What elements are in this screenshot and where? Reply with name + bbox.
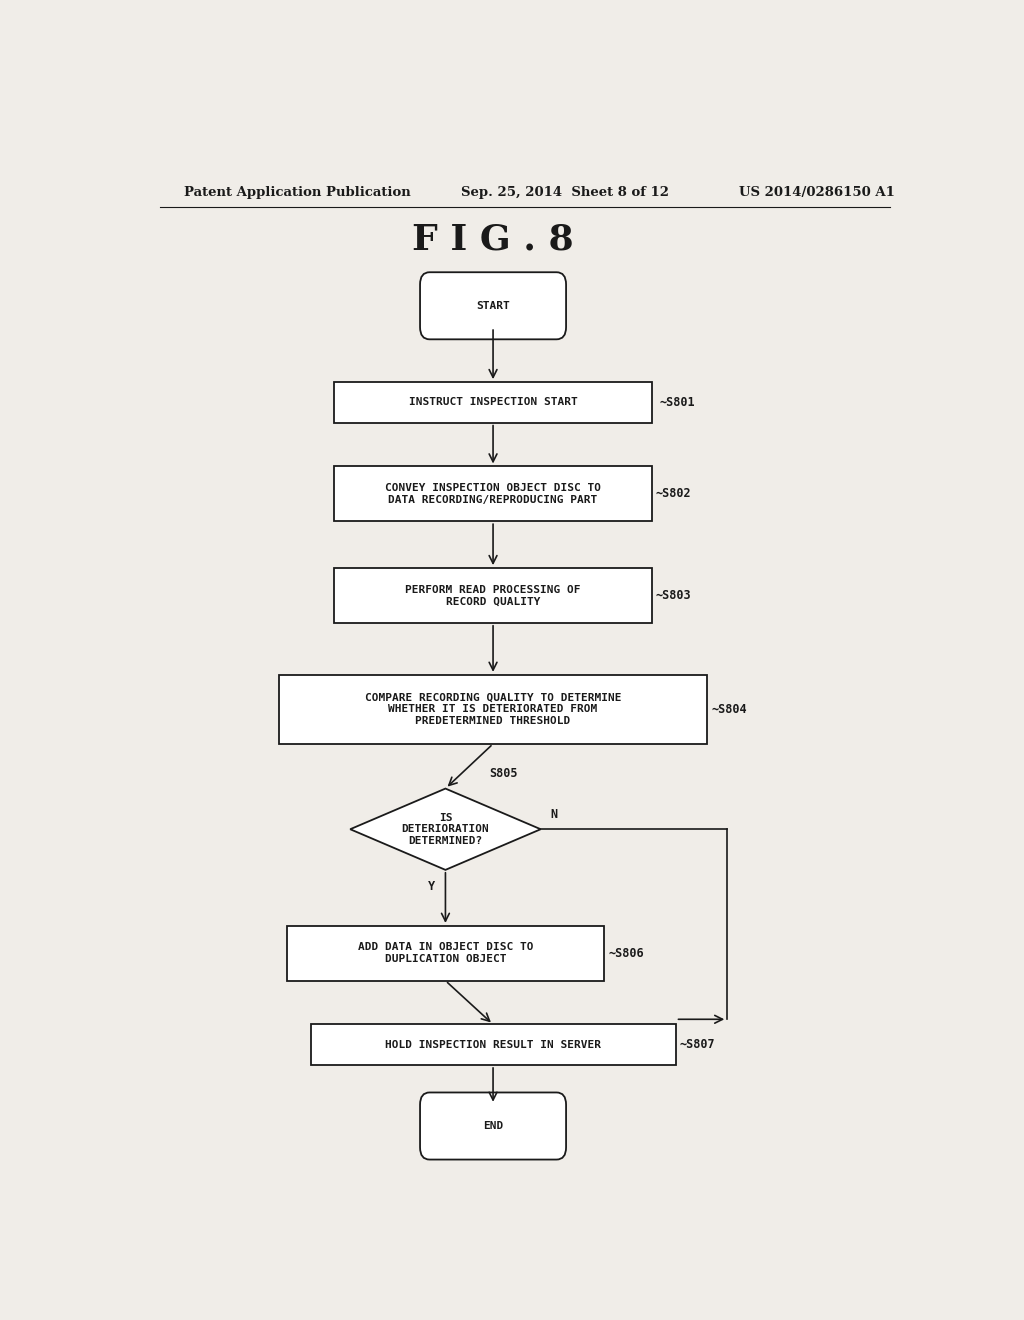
Bar	[279, 675, 708, 744]
Text: COMPARE RECORDING QUALITY TO DETERMINE
WHETHER IT IS DETERIORATED FROM
PREDETERM: COMPARE RECORDING QUALITY TO DETERMINE W…	[365, 693, 622, 726]
Text: HOLD INSPECTION RESULT IN SERVER: HOLD INSPECTION RESULT IN SERVER	[385, 1040, 601, 1049]
Text: INSTRUCT INSPECTION START: INSTRUCT INSPECTION START	[409, 397, 578, 408]
Text: START: START	[476, 301, 510, 310]
Text: PERFORM READ PROCESSING OF
RECORD QUALITY: PERFORM READ PROCESSING OF RECORD QUALIT…	[406, 585, 581, 606]
Text: F I G . 8: F I G . 8	[413, 223, 573, 256]
FancyBboxPatch shape	[420, 1093, 566, 1159]
Text: IS
DETERIORATION
DETERMINED?: IS DETERIORATION DETERMINED?	[401, 813, 489, 846]
FancyBboxPatch shape	[420, 272, 566, 339]
Text: ~S806: ~S806	[608, 946, 644, 960]
Text: US 2014/0286150 A1: US 2014/0286150 A1	[739, 186, 895, 199]
Bar	[287, 925, 604, 981]
Text: ADD DATA IN OBJECT DISC TO
DUPLICATION OBJECT: ADD DATA IN OBJECT DISC TO DUPLICATION O…	[357, 942, 534, 964]
Bar	[334, 568, 652, 623]
Text: ~S807: ~S807	[680, 1039, 715, 1051]
Bar	[334, 466, 652, 521]
Text: ~S803: ~S803	[655, 589, 691, 602]
Polygon shape	[350, 788, 541, 870]
Text: N: N	[550, 808, 557, 821]
Text: ~S802: ~S802	[655, 487, 691, 500]
Text: Sep. 25, 2014  Sheet 8 of 12: Sep. 25, 2014 Sheet 8 of 12	[461, 186, 670, 199]
Text: ~S804: ~S804	[712, 702, 746, 715]
Bar	[310, 1024, 676, 1065]
Text: Y: Y	[428, 880, 435, 894]
Text: END: END	[483, 1121, 503, 1131]
Text: Patent Application Publication: Patent Application Publication	[183, 186, 411, 199]
Bar	[334, 381, 652, 422]
Text: CONVEY INSPECTION OBJECT DISC TO
DATA RECORDING/REPRODUCING PART: CONVEY INSPECTION OBJECT DISC TO DATA RE…	[385, 483, 601, 504]
Text: ~S801: ~S801	[659, 396, 695, 409]
Text: S805: S805	[489, 767, 517, 780]
